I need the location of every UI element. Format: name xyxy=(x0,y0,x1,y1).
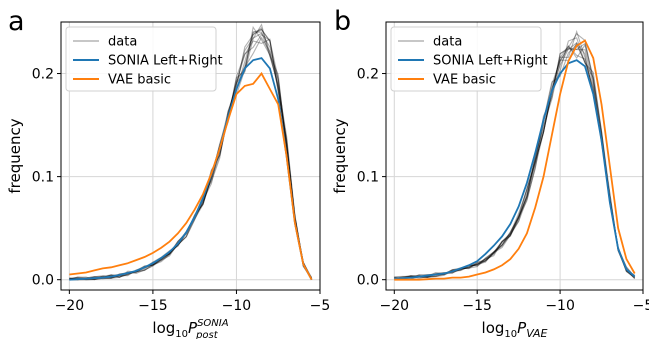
plot-area xyxy=(69,23,313,281)
series-data-line xyxy=(69,29,313,280)
x-tick-label: −10 xyxy=(222,298,252,314)
x-tick-label: −5 xyxy=(310,298,331,314)
x-axis-label: log10PSONIA post xyxy=(152,318,228,339)
y-tick-label: 0.0 xyxy=(32,273,54,289)
panel-letter: b xyxy=(334,6,351,37)
series-line-sonia-left-right xyxy=(394,59,636,280)
legend: data SONIA Left+Right VAE basic xyxy=(65,26,223,92)
x-tick-label: −20 xyxy=(55,298,85,314)
x-tick-label: −20 xyxy=(380,298,410,314)
x-tick-label: −10 xyxy=(545,298,575,314)
legend-label: data xyxy=(433,35,462,50)
series-data-line xyxy=(394,37,636,280)
x-axis-label: log10PVAE xyxy=(482,319,548,339)
y-tick-label: 0.0 xyxy=(357,273,379,289)
legend-box xyxy=(390,26,542,92)
y-axis-label: frequency xyxy=(331,118,349,193)
legend-label: SONIA Left+Right xyxy=(433,54,548,69)
x-tick-label: −15 xyxy=(138,298,168,314)
chart-panel-b: b −20 −15 −10 −5 0.0 0.1 0.2 frequency log10PVAE d… xyxy=(331,6,649,339)
series-data-line xyxy=(394,43,636,279)
y-tick-label: 0.1 xyxy=(357,170,379,186)
legend-box xyxy=(65,26,217,92)
axes-frame xyxy=(60,21,321,291)
y-tick-label: 0.2 xyxy=(357,67,379,83)
y-tick-label: 0.1 xyxy=(32,170,54,186)
axes-frame xyxy=(385,21,644,291)
legend-label: VAE basic xyxy=(108,73,171,88)
series-data-line xyxy=(69,25,313,281)
chart-panel-a: a −20 −15 −10 −5 0.0 0.1 0.2 frequency log10PSONI… xyxy=(6,6,330,339)
legend-label: data xyxy=(108,35,137,50)
legend-label: VAE basic xyxy=(433,73,496,88)
y-tick-label: 0.2 xyxy=(32,67,54,83)
y-axis-label: frequency xyxy=(6,118,24,193)
x-tick-label: −15 xyxy=(462,298,492,314)
panel-letter: a xyxy=(8,6,25,37)
series-line-sonia-left-right xyxy=(69,57,313,281)
legend-label: SONIA Left+Right xyxy=(108,54,223,69)
plot-area xyxy=(394,29,636,281)
series-line-vae-basic xyxy=(69,71,313,281)
series-data-line xyxy=(394,41,636,280)
legend: data SONIA Left+Right VAE basic xyxy=(390,26,548,92)
series-line-vae-basic xyxy=(394,39,636,281)
x-tick-label: −5 xyxy=(633,298,649,314)
